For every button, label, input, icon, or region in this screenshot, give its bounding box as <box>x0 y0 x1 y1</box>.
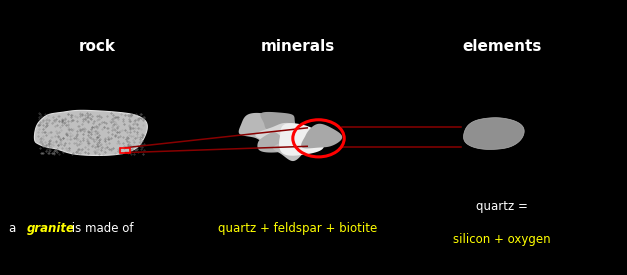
Text: is made of: is made of <box>68 222 133 235</box>
Text: elements: elements <box>462 39 541 54</box>
Text: silicon + oxygen: silicon + oxygen <box>453 233 551 246</box>
Polygon shape <box>255 123 309 148</box>
Text: quartz + feldspar + biotite: quartz + feldspar + biotite <box>218 222 377 235</box>
Text: a: a <box>9 222 21 235</box>
Polygon shape <box>273 137 313 161</box>
Polygon shape <box>257 132 298 153</box>
Text: granite: granite <box>26 222 75 235</box>
Bar <box>120 148 130 153</box>
Polygon shape <box>34 110 147 155</box>
Polygon shape <box>260 112 297 132</box>
Text: rock: rock <box>78 39 116 54</box>
Polygon shape <box>301 124 342 148</box>
Polygon shape <box>463 118 524 149</box>
Text: quartz =: quartz = <box>476 200 527 213</box>
Polygon shape <box>279 123 324 156</box>
Polygon shape <box>239 113 290 145</box>
Text: minerals: minerals <box>261 39 335 54</box>
